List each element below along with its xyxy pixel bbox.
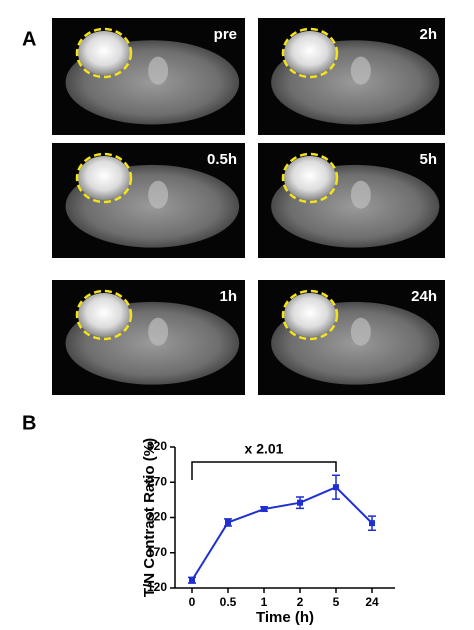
point (369, 520, 375, 527)
point (189, 577, 195, 584)
point (333, 484, 339, 491)
image-grid: pre 2h 0.5h 5h 1h 24h (52, 18, 445, 395)
x-tick-label: 24 (365, 595, 379, 609)
tumor (284, 31, 336, 75)
y-tick-label: 170 (147, 545, 167, 559)
y-axis-label: T/N Contrast Ratio (%) (141, 438, 158, 597)
tumor (78, 156, 130, 200)
tumor (284, 156, 336, 200)
tumor (284, 293, 336, 337)
tumor-outline (75, 152, 133, 204)
point (261, 506, 267, 513)
point (297, 499, 303, 506)
x-tick-label: 0.5 (220, 595, 237, 609)
time-label: 5h (419, 151, 437, 168)
tumor (78, 293, 130, 337)
tumor-outline (281, 27, 339, 79)
bracket (191, 461, 337, 480)
tumor-outline (75, 27, 133, 79)
tumor-outline (281, 289, 339, 341)
x-tick-label: 1 (261, 595, 268, 609)
point (225, 519, 231, 526)
time-label: 2h (419, 26, 437, 43)
x-tick-label: 5 (333, 595, 340, 609)
y-tick-label: 270 (147, 474, 167, 488)
tumor-outline (281, 152, 339, 204)
chart: 120 170 220 270 320 0 0.5 1 2 5 24 Time (h) T/N Cont… (141, 438, 395, 626)
time-label: 0.5h (207, 151, 237, 168)
line (191, 485, 373, 581)
time-label: pre (214, 26, 237, 43)
organ (148, 317, 169, 346)
panel-label: A (22, 28, 36, 50)
x-axis-label: Time (h) (256, 609, 314, 625)
x-tick-label: 0 (189, 595, 196, 609)
organ (350, 56, 371, 85)
organ (350, 180, 371, 209)
annotation: x 2.01 (245, 441, 284, 457)
y-tick-label: 220 (147, 510, 167, 524)
y-tick-label: 120 (147, 580, 167, 594)
panel-label: B (22, 412, 36, 434)
tumor (78, 31, 130, 75)
time-label: 24h (411, 288, 437, 305)
organ (148, 180, 169, 209)
organ (350, 317, 371, 346)
tumor-outline (75, 289, 133, 341)
time-label: 1h (219, 288, 237, 305)
organ (148, 56, 169, 85)
x-tick-label: 2 (297, 595, 304, 609)
y-tick-label: 320 (147, 439, 167, 453)
